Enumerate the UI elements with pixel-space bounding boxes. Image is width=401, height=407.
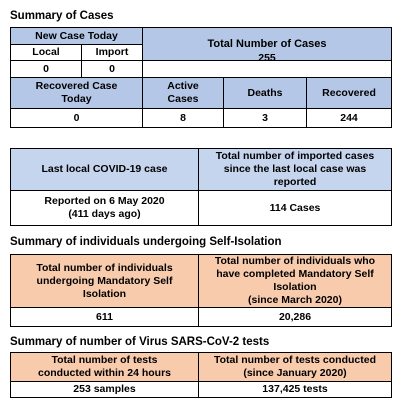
active-line2: Cases <box>167 93 199 105</box>
active-cases-value: 8 <box>142 108 225 128</box>
new-case-today-header: New Case Today <box>9 27 144 45</box>
imported-since-header: Total number of imported cases since the… <box>198 148 392 191</box>
tests-table: Total number of tests conducted within 2… <box>10 352 392 398</box>
recovered-today-header: Recovered Case Today <box>9 77 144 109</box>
undergoing-isolation-value: 611 <box>10 307 199 327</box>
tests-heading: Summary of number of Virus SARS-CoV-2 te… <box>10 336 270 348</box>
undergoing-isolation-header: Total number of individuals undergoing M… <box>10 254 199 308</box>
recovered-header: Recovered <box>306 77 393 109</box>
recovered-today-value: 0 <box>9 108 144 128</box>
tests-24h-line2: conducted within 24 hours <box>37 367 171 379</box>
isolation-heading: Summary of individuals undergoing Self-I… <box>10 236 282 248</box>
tests-24h-value: 253 samples <box>10 381 199 398</box>
tests-24h-line1: Total number of tests <box>51 354 158 366</box>
completed-isolation-value: 20,286 <box>198 307 392 327</box>
import-header: Import <box>80 44 144 61</box>
undergoing-line2: undergoing Mandatory Self <box>36 274 173 287</box>
imported-cases-value: 114 Cases <box>198 190 392 226</box>
recovered-today-line2: Today <box>61 93 92 105</box>
tests-since-jan-header: Total number of tests conducted (since J… <box>198 352 392 382</box>
imported-line3: reported <box>273 176 317 188</box>
local-value: 0 <box>10 60 82 78</box>
last-case-table: Last local COVID-19 case Total number of… <box>10 148 392 226</box>
active-cases-header: Active Cases <box>142 77 225 109</box>
total-cases-header: Total Number of Cases <box>142 27 393 61</box>
local-header: Local <box>10 44 82 61</box>
isolation-table: Total number of individuals undergoing M… <box>10 254 392 327</box>
tests-since-jan-line2: (since January 2020) <box>243 367 347 379</box>
reported-date: Reported on 6 May 2020 <box>44 195 165 207</box>
days-ago: (411 days ago) <box>68 208 141 220</box>
active-line1: Active <box>167 80 199 92</box>
cases-table: New Case Today Total Number of Cases Loc… <box>9 27 393 128</box>
completed-isolation-header: Total number of individuals who have com… <box>198 254 392 308</box>
completed-line1: Total number of individuals who <box>214 255 376 267</box>
completed-line3: Isolation <box>273 281 317 293</box>
last-local-case-value: Reported on 6 May 2020 (411 days ago) <box>10 190 199 226</box>
last-local-case-header: Last local COVID-19 case <box>10 148 199 191</box>
total-cases-value: 255 <box>142 52 393 78</box>
tests-24h-header: Total number of tests conducted within 2… <box>10 352 199 382</box>
completed-line4: (since March 2020) <box>248 294 342 306</box>
imported-line1: Total number of imported cases <box>215 150 375 162</box>
cases-heading: Summary of Cases <box>10 10 114 22</box>
undergoing-line3: Isolation <box>82 287 127 300</box>
import-value: 0 <box>80 60 144 78</box>
undergoing-line1: Total number of individuals <box>36 261 173 274</box>
deaths-header: Deaths <box>223 77 308 109</box>
tests-since-jan-value: 137,425 tests <box>198 381 392 398</box>
recovered-today-line1: Recovered Case <box>35 80 118 92</box>
imported-line2: since the last local case was <box>223 163 367 175</box>
recovered-value: 244 <box>306 108 393 128</box>
completed-line2: have completed Mandatory Self <box>216 268 374 280</box>
tests-since-jan-line1: Total number of tests conducted <box>214 354 376 366</box>
deaths-value: 3 <box>223 108 308 128</box>
